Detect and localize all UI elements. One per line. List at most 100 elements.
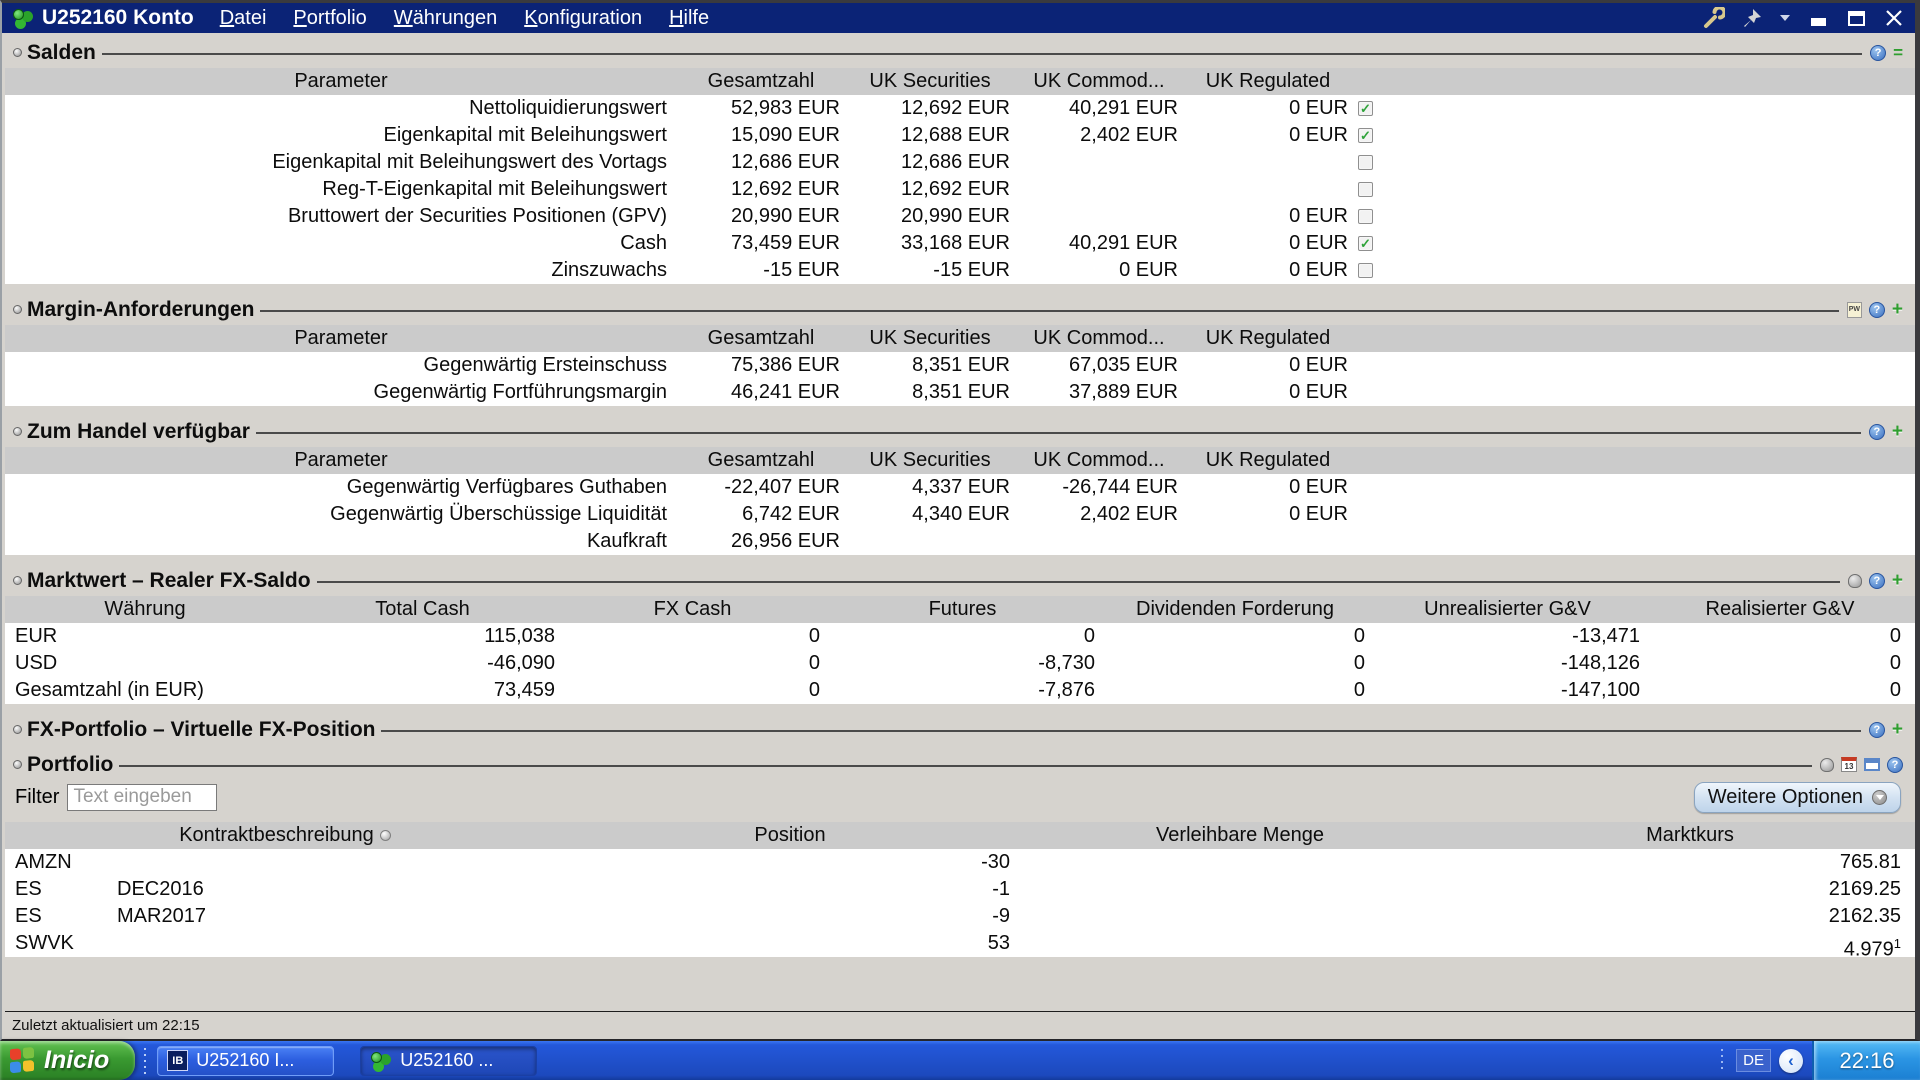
column-header[interactable]: Parameter — [294, 449, 388, 471]
table-row[interactable]: Gegenwärtig Überschüssige Liquidität 6,74… — [5, 501, 1915, 528]
calendar-icon[interactable]: 13 — [1841, 757, 1857, 772]
column-header[interactable]: Marktkurs — [1646, 824, 1734, 846]
hand-icon[interactable] — [1847, 573, 1862, 588]
help-icon[interactable]: ? — [1868, 301, 1885, 318]
table-row[interactable]: Zinszuwachs -15 EUR -15 EUR 0 EUR 0 EUR — [5, 257, 1915, 284]
close-button[interactable] — [1883, 7, 1905, 29]
column-header[interactable]: Position — [754, 824, 826, 846]
column-header[interactable]: UK Regulated — [1205, 70, 1331, 92]
hand-icon[interactable] — [1820, 757, 1834, 772]
section-toggle-icon[interactable] — [13, 427, 22, 436]
column-header[interactable]: Dividenden Forderung — [1136, 598, 1334, 620]
table-row[interactable]: Cash 73,459 EUR 33,168 EUR 40,291 EUR 0 EUR ✓ — [5, 230, 1915, 257]
row-checkbox[interactable] — [1358, 182, 1373, 197]
row-label: Zinszuwachs — [551, 259, 667, 281]
help-icon[interactable]: ? — [1870, 44, 1887, 61]
cell-value: -22,407 EUR — [724, 476, 840, 498]
row-checkbox[interactable]: ✓ — [1358, 128, 1373, 143]
column-header[interactable]: Währung — [104, 598, 186, 620]
menu-hilfe[interactable]: Hilfe — [669, 6, 710, 29]
column-header[interactable]: Kontraktbeschreibung — [5, 822, 565, 849]
column-header[interactable]: Unrealisierter G&V — [1424, 598, 1591, 620]
help-icon[interactable]: ? — [1868, 721, 1885, 738]
table-row[interactable]: Gegenwärtig Fortführungsmargin 46,241 EUR… — [5, 379, 1915, 406]
help-icon[interactable]: ? — [1887, 756, 1903, 773]
taskbar-task-coins[interactable]: U252160 ... — [360, 1045, 538, 1076]
minimize-button[interactable] — [1807, 7, 1829, 29]
table-row[interactable]: Gegenwärtig Verfügbares Guthaben -22,407 … — [5, 474, 1915, 501]
wrench-icon[interactable] — [1703, 7, 1725, 29]
pin-icon[interactable] — [1741, 7, 1763, 29]
column-header[interactable]: FX Cash — [653, 598, 732, 620]
column-header[interactable]: Realisierter G&V — [1705, 598, 1855, 620]
table-row[interactable]: SWVK 53 4.9791 — [5, 930, 1915, 961]
row-checkbox[interactable] — [1358, 209, 1373, 224]
add-icon[interactable]: + — [1891, 298, 1903, 320]
column-header[interactable]: Parameter — [294, 70, 388, 92]
table-row[interactable]: Bruttowert der Securities Positionen (GP… — [5, 203, 1915, 230]
row-checkbox[interactable] — [1358, 155, 1373, 170]
section-toggle-icon[interactable] — [13, 760, 22, 769]
menu-währungen[interactable]: Währungen — [393, 6, 498, 29]
column-header[interactable]: Futures — [928, 598, 997, 620]
menu-konfiguration[interactable]: Konfiguration — [524, 6, 643, 29]
help-icon[interactable]: ? — [1868, 572, 1885, 589]
language-indicator[interactable]: DE — [1736, 1049, 1771, 1072]
section-rule — [255, 431, 1861, 434]
column-header[interactable]: Gesamtzahl — [707, 327, 815, 349]
quick-launch-grip[interactable] — [142, 1047, 149, 1074]
column-header[interactable]: Gesamtzahl — [707, 70, 815, 92]
add-icon[interactable]: + — [1891, 420, 1903, 442]
column-header[interactable]: UK Commod... — [1033, 449, 1165, 471]
column-header[interactable]: UK Commod... — [1033, 70, 1165, 92]
table-row[interactable]: Kaufkraft 26,956 EUR — [5, 528, 1915, 555]
column-header[interactable]: UK Regulated — [1205, 449, 1331, 471]
section-toggle-icon[interactable] — [13, 305, 22, 314]
taskbar-task-ib[interactable]: IB U252160 I... — [157, 1045, 335, 1076]
column-header[interactable]: UK Commod... — [1033, 327, 1165, 349]
add-icon[interactable]: + — [1891, 718, 1903, 740]
table-row[interactable]: Gegenwärtig Ersteinschuss 75,386 EUR 8,351… — [5, 352, 1915, 379]
start-button[interactable]: Inicio — [0, 1041, 136, 1080]
column-header[interactable]: Verleihbare Menge — [1156, 824, 1324, 846]
task-label: U252160 ... — [400, 1050, 494, 1070]
table-row[interactable]: Nettoliquidierungswert 52,983 EUR 12,692 E… — [5, 95, 1915, 122]
table-row[interactable]: Eigenkapital mit Beleihungswert des Vort… — [5, 149, 1915, 176]
column-header[interactable]: Gesamtzahl — [707, 449, 815, 471]
column-header[interactable]: UK Securities — [869, 70, 991, 92]
titlebar[interactable]: U252160 Konto Datei Portfolio Währungen Kon… — [2, 3, 1915, 33]
column-header[interactable]: UK Regulated — [1205, 327, 1331, 349]
table-row[interactable]: Gesamtzahl (in EUR) 73,459 0 -7,876 0 -147,10… — [5, 677, 1915, 704]
table-row[interactable]: ES DEC2016 -1 2169.25 — [5, 876, 1915, 903]
tray-collapse-icon[interactable]: ‹ — [1779, 1048, 1803, 1073]
section-toggle-icon[interactable] — [13, 576, 22, 585]
maximize-button[interactable] — [1845, 7, 1867, 29]
column-header[interactable]: UK Securities — [869, 327, 991, 349]
table-row[interactable]: ES MAR2017 -9 2162.35 — [5, 903, 1915, 930]
sort-icon[interactable] — [379, 830, 391, 842]
menu-portfolio[interactable]: Portfolio — [293, 6, 367, 29]
table-row[interactable]: USD -46,090 0 -8,730 0 -148,126 0 — [5, 650, 1915, 677]
filter-input[interactable] — [67, 783, 218, 811]
more-options-button[interactable]: Weitere Optionen — [1693, 781, 1901, 813]
row-checkbox[interactable]: ✓ — [1358, 101, 1373, 116]
table-row[interactable]: EUR 115,038 0 0 0 -13,471 0 — [5, 623, 1915, 650]
window-icon[interactable] — [1864, 758, 1880, 771]
section-toggle-icon[interactable] — [13, 725, 22, 734]
section-toggle-icon[interactable] — [13, 48, 22, 57]
column-header[interactable]: Parameter — [294, 327, 388, 349]
help-icon[interactable]: ? — [1868, 423, 1885, 440]
table-row[interactable]: AMZN -30 765.81 — [5, 849, 1915, 876]
add-icon[interactable]: + — [1891, 569, 1903, 591]
tray-grip[interactable] — [1721, 1048, 1727, 1073]
table-row[interactable]: Eigenkapital mit Beleihungswert 15,090 EU… — [5, 122, 1915, 149]
row-checkbox[interactable] — [1358, 263, 1373, 278]
column-header[interactable]: UK Securities — [869, 449, 991, 471]
menu-datei[interactable]: Datei — [219, 6, 267, 29]
collapse-icon[interactable]: = — [1893, 42, 1903, 62]
row-checkbox[interactable]: ✓ — [1358, 236, 1373, 251]
column-header[interactable]: Total Cash — [375, 598, 470, 620]
report-icon[interactable]: PW — [1846, 301, 1862, 318]
chevron-down-icon[interactable] — [1779, 7, 1791, 29]
table-row[interactable]: Reg-T-Eigenkapital mit Beleihungswert 12,… — [5, 176, 1915, 203]
